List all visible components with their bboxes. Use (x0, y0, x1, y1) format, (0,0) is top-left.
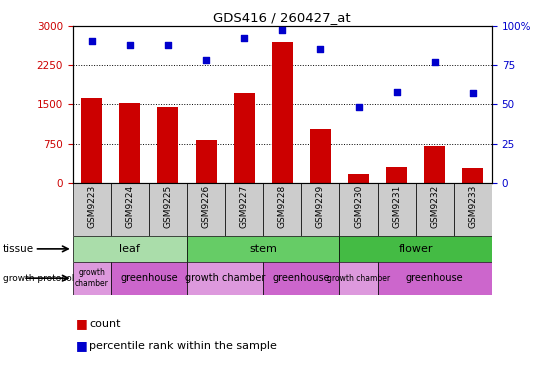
Bar (187, 236, 339, 262)
Text: growth chamber: growth chamber (327, 274, 390, 283)
Bar (462, 168, 484, 183)
Text: GSM9232: GSM9232 (430, 184, 439, 228)
Bar (386, 167, 407, 183)
Bar (263, 183, 301, 236)
Bar (187, 183, 225, 236)
Bar (263, 262, 339, 295)
Bar (196, 140, 216, 183)
Bar (339, 262, 377, 295)
Bar (416, 183, 454, 236)
Point (125, 42, 134, 48)
Text: greenhouse: greenhouse (120, 273, 178, 283)
Text: greenhouse: greenhouse (406, 273, 463, 283)
Text: GSM9233: GSM9233 (468, 184, 477, 228)
Point (240, 35, 249, 41)
Point (202, 57, 211, 63)
Bar (377, 183, 416, 236)
Text: GSM9229: GSM9229 (316, 184, 325, 228)
Title: GDS416 / 260427_at: GDS416 / 260427_at (214, 11, 351, 25)
Text: GSM9225: GSM9225 (163, 184, 173, 228)
Text: GSM9230: GSM9230 (354, 184, 363, 228)
Point (316, 46, 325, 52)
Text: count: count (89, 319, 121, 329)
Bar (81, 98, 102, 183)
Text: stem: stem (249, 244, 277, 254)
Bar (310, 129, 331, 183)
Text: percentile rank within the sample: percentile rank within the sample (89, 341, 277, 351)
Bar (339, 183, 377, 236)
Text: greenhouse: greenhouse (273, 273, 330, 283)
Bar (73, 262, 111, 295)
Bar (73, 236, 187, 262)
Bar (348, 174, 369, 183)
Bar (339, 236, 492, 262)
Point (392, 89, 401, 95)
Bar (225, 183, 263, 236)
Text: ■: ■ (75, 339, 87, 352)
Bar (120, 103, 140, 183)
Text: growth chamber: growth chamber (185, 273, 266, 283)
Bar (158, 107, 178, 183)
Bar (111, 183, 149, 236)
Text: GSM9226: GSM9226 (202, 184, 211, 228)
Bar (454, 183, 492, 236)
Bar (424, 146, 445, 183)
Text: tissue: tissue (3, 244, 34, 254)
Text: ■: ■ (75, 317, 87, 330)
Text: flower: flower (399, 244, 433, 254)
Point (163, 42, 172, 48)
Point (278, 27, 287, 33)
Point (354, 105, 363, 111)
Bar (187, 262, 263, 295)
Bar (73, 183, 111, 236)
Text: GSM9227: GSM9227 (240, 184, 249, 228)
Text: leaf: leaf (120, 244, 140, 254)
Text: GSM9228: GSM9228 (278, 184, 287, 228)
Bar (111, 262, 187, 295)
Bar (272, 42, 293, 183)
Bar (377, 262, 492, 295)
Bar (234, 93, 255, 183)
Bar (149, 183, 187, 236)
Text: GSM9224: GSM9224 (125, 184, 134, 228)
Point (430, 59, 439, 65)
Text: GSM9223: GSM9223 (87, 184, 96, 228)
Text: growth protocol: growth protocol (3, 274, 74, 283)
Point (87, 38, 96, 44)
Text: GSM9231: GSM9231 (392, 184, 401, 228)
Text: growth
chamber: growth chamber (75, 268, 108, 288)
Point (468, 90, 477, 96)
Bar (301, 183, 339, 236)
